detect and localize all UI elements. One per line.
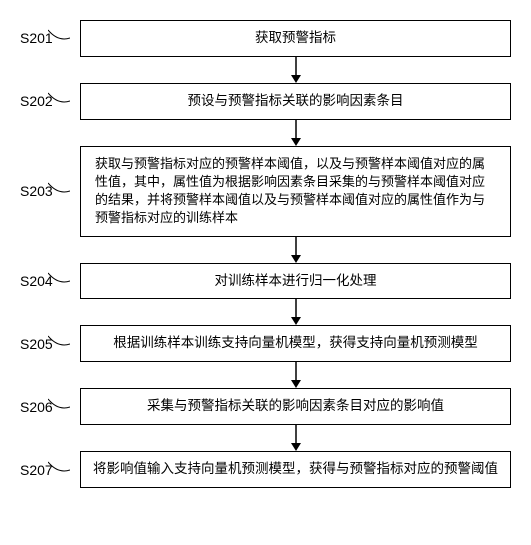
label-connector-icon xyxy=(48,397,70,411)
arrow-down-icon xyxy=(20,237,511,263)
step-label: S205 xyxy=(20,336,70,352)
step-box: 预设与预警指标关联的影响因素条目 xyxy=(80,83,511,120)
label-connector-icon xyxy=(48,460,70,474)
label-connector-icon xyxy=(48,271,70,285)
step-row: S205 根据训练样本训练支持向量机模型，获得支持向量机预测模型 xyxy=(20,325,511,362)
label-connector-icon xyxy=(48,181,70,195)
step-row: S207 将影响值输入支持向量机预测模型，获得与预警指标对应的预警阈值 xyxy=(20,451,511,488)
step-label: S203 xyxy=(20,183,70,199)
step-label: S201 xyxy=(20,30,70,46)
arrow-down-icon xyxy=(20,57,511,83)
arrow-down-icon xyxy=(20,120,511,146)
step-label: S202 xyxy=(20,93,70,109)
step-row: S204 对训练样本进行归一化处理 xyxy=(20,263,511,300)
label-connector-icon xyxy=(48,334,70,348)
step-row: S202 预设与预警指标关联的影响因素条目 xyxy=(20,83,511,120)
arrow-down-icon xyxy=(20,425,511,451)
step-row: S203 获取与预警指标对应的预警样本阈值，以及与预警样本阈值对应的属性值，其中… xyxy=(20,146,511,237)
step-box: 获取预警指标 xyxy=(80,20,511,57)
step-box: 采集与预警指标关联的影响因素条目对应的影响值 xyxy=(80,388,511,425)
label-connector-icon xyxy=(48,28,70,42)
step-row: S206 采集与预警指标关联的影响因素条目对应的影响值 xyxy=(20,388,511,425)
label-connector-icon xyxy=(48,91,70,105)
flowchart: S201 获取预警指标 S202 预设与预警指标关联的影响因素条目 S203 获… xyxy=(20,20,511,488)
step-label: S207 xyxy=(20,462,70,478)
step-label: S206 xyxy=(20,399,70,415)
arrow-down-icon xyxy=(20,299,511,325)
step-box: 将影响值输入支持向量机预测模型，获得与预警指标对应的预警阈值 xyxy=(80,451,511,488)
step-box: 根据训练样本训练支持向量机模型，获得支持向量机预测模型 xyxy=(80,325,511,362)
step-label: S204 xyxy=(20,273,70,289)
step-box: 获取与预警指标对应的预警样本阈值，以及与预警样本阈值对应的属性值，其中，属性值为… xyxy=(80,146,511,237)
step-row: S201 获取预警指标 xyxy=(20,20,511,57)
step-box: 对训练样本进行归一化处理 xyxy=(80,263,511,300)
arrow-down-icon xyxy=(20,362,511,388)
